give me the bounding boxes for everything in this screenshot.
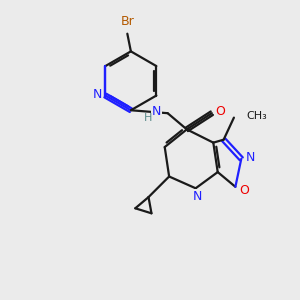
Text: O: O bbox=[239, 184, 249, 197]
Text: CH₃: CH₃ bbox=[246, 111, 267, 121]
Text: N: N bbox=[246, 151, 255, 164]
Text: N: N bbox=[92, 88, 102, 100]
Text: Br: Br bbox=[121, 15, 134, 28]
Text: N: N bbox=[192, 190, 202, 203]
Text: N: N bbox=[152, 105, 161, 118]
Text: H: H bbox=[144, 113, 152, 124]
Text: O: O bbox=[215, 105, 225, 118]
